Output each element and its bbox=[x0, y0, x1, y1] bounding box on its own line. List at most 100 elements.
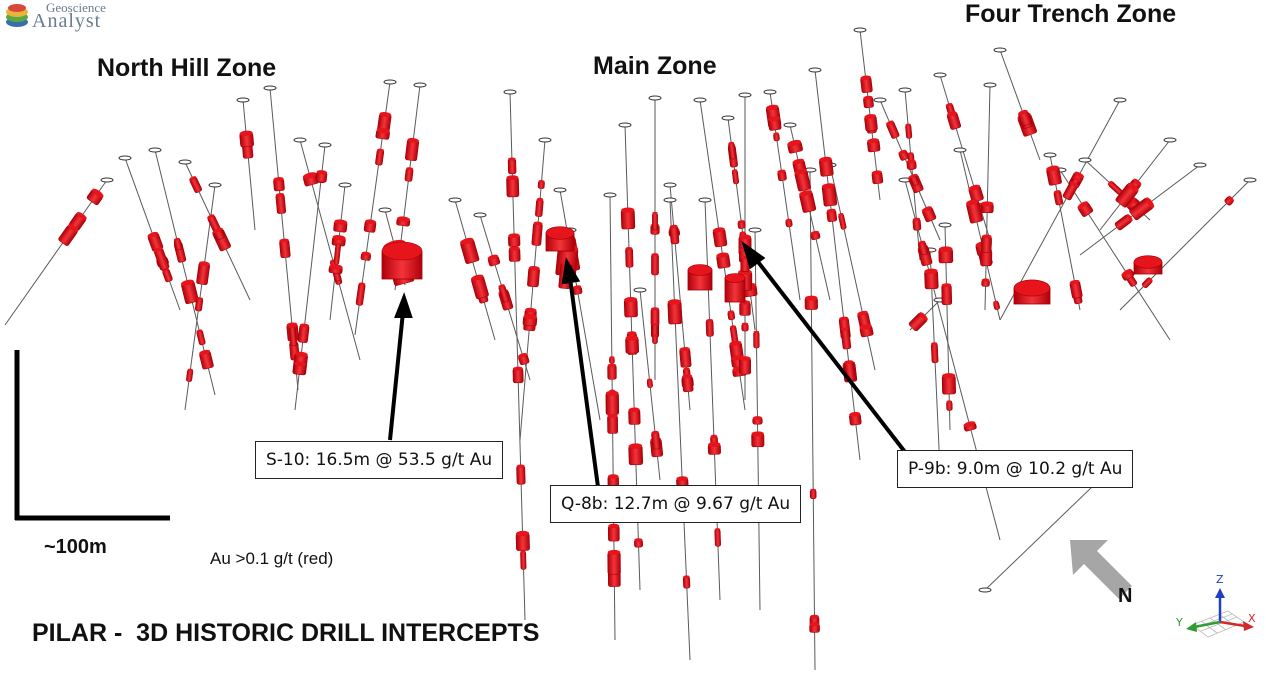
logo-subtitle: Geoscience bbox=[46, 0, 106, 15]
major-intercept bbox=[381, 241, 423, 280]
intercept-segment bbox=[731, 169, 740, 185]
intercept-segment bbox=[162, 268, 173, 283]
intercept-segment bbox=[981, 278, 990, 287]
intercept-segment bbox=[173, 237, 183, 251]
intercept-segment bbox=[810, 230, 821, 241]
intercept-segment bbox=[804, 295, 818, 310]
drill-collar bbox=[808, 67, 822, 73]
drill-collar bbox=[293, 137, 307, 143]
intercept-segment bbox=[682, 575, 691, 589]
intercept-segment bbox=[739, 300, 751, 316]
intercept-segment bbox=[507, 157, 517, 175]
intercept-segment bbox=[607, 363, 617, 380]
intercept-segment bbox=[331, 234, 346, 247]
intercept-segment bbox=[651, 430, 661, 450]
intercept-segment bbox=[727, 310, 736, 321]
drill-collar bbox=[448, 197, 462, 203]
drill-collar bbox=[118, 155, 132, 161]
intercept-segment bbox=[799, 190, 817, 213]
drill-collar bbox=[100, 177, 114, 183]
drill-collar bbox=[993, 47, 1007, 53]
intercept-segment bbox=[498, 284, 510, 303]
drill-collar bbox=[938, 222, 952, 228]
drill-trace bbox=[829, 164, 876, 371]
drill-collar bbox=[898, 87, 912, 93]
intercept-segment bbox=[620, 207, 636, 230]
drill-collar bbox=[178, 159, 192, 165]
intercept-segment bbox=[1046, 165, 1062, 186]
intercept-segment bbox=[531, 221, 543, 246]
y-axis-label: Y bbox=[1176, 616, 1183, 629]
drill-collar bbox=[148, 147, 162, 153]
intercept-segment bbox=[196, 261, 210, 285]
drill-collar bbox=[853, 27, 867, 33]
intercept-segment bbox=[363, 219, 377, 233]
drill-collar bbox=[633, 287, 647, 293]
axis-triad bbox=[1186, 588, 1254, 638]
intercept-segment bbox=[737, 220, 746, 229]
drill-trace bbox=[984, 84, 991, 311]
drill-trace bbox=[519, 139, 546, 441]
intercept-segment bbox=[1107, 180, 1123, 195]
intercept-segment bbox=[966, 199, 984, 224]
intercept-segment bbox=[705, 318, 714, 337]
intercept-segment bbox=[753, 330, 760, 349]
intercept-segment bbox=[946, 111, 962, 130]
intercept-segment bbox=[1053, 190, 1064, 206]
drill-trace bbox=[999, 49, 1041, 161]
drill-collar bbox=[338, 182, 352, 188]
intercept-segment bbox=[535, 198, 544, 217]
intercept-segment bbox=[777, 169, 787, 182]
major-intercept bbox=[724, 273, 746, 303]
intercept-segment bbox=[487, 254, 501, 267]
drill-collar bbox=[318, 142, 332, 148]
intercept-segment bbox=[838, 213, 847, 230]
drill-collar bbox=[648, 95, 662, 101]
intercept-segment bbox=[741, 322, 749, 332]
drill-collar bbox=[983, 82, 997, 88]
drill-collar bbox=[378, 207, 392, 213]
intercept-segment bbox=[681, 374, 694, 393]
intercept-segment bbox=[609, 356, 615, 364]
intercept-segment bbox=[1224, 195, 1235, 206]
intercept-segment bbox=[1017, 109, 1032, 127]
drill-collar bbox=[1078, 157, 1092, 163]
s10-arrowhead bbox=[394, 292, 413, 318]
drill-collar bbox=[503, 89, 517, 95]
legend-text: Au >0.1 g/t (red) bbox=[210, 549, 334, 568]
intercept-segment bbox=[196, 329, 206, 346]
intercept-segment bbox=[885, 120, 900, 139]
intercept-segment bbox=[628, 407, 641, 425]
drill-collar bbox=[1163, 137, 1177, 143]
intercept-segment bbox=[86, 188, 104, 206]
drill-collar bbox=[1043, 152, 1057, 158]
intercept-segment bbox=[941, 283, 953, 305]
drill-trace bbox=[242, 99, 256, 231]
major-intercept bbox=[687, 264, 713, 291]
logo-icon bbox=[6, 4, 28, 27]
main-zone-label: Main Zone bbox=[593, 52, 717, 80]
drill-collar bbox=[603, 192, 617, 198]
intercept-segment bbox=[679, 347, 692, 368]
intercept-segment bbox=[840, 327, 852, 350]
drill-collar bbox=[978, 587, 992, 593]
intercept-segment bbox=[863, 95, 874, 109]
intercept-segment bbox=[515, 530, 530, 551]
intercept-segment bbox=[938, 246, 954, 264]
intercept-segment bbox=[751, 431, 765, 448]
drill-collar bbox=[236, 97, 250, 103]
intercept-segment bbox=[651, 253, 659, 276]
drill-collar bbox=[953, 147, 967, 153]
intercept-segment bbox=[607, 549, 621, 575]
p9b-arrowhead bbox=[741, 241, 766, 270]
callout-arrows bbox=[388, 241, 907, 488]
intercept-segment bbox=[860, 75, 873, 94]
intercept-segment bbox=[279, 238, 291, 259]
intercept-segment bbox=[787, 139, 803, 154]
q8b-arrowhead bbox=[561, 257, 581, 285]
intercept-segment bbox=[375, 127, 390, 140]
drill-trace bbox=[559, 189, 601, 421]
intercept-segment bbox=[963, 421, 977, 432]
drill-trace bbox=[4, 179, 108, 326]
intercept-segment bbox=[946, 400, 953, 411]
